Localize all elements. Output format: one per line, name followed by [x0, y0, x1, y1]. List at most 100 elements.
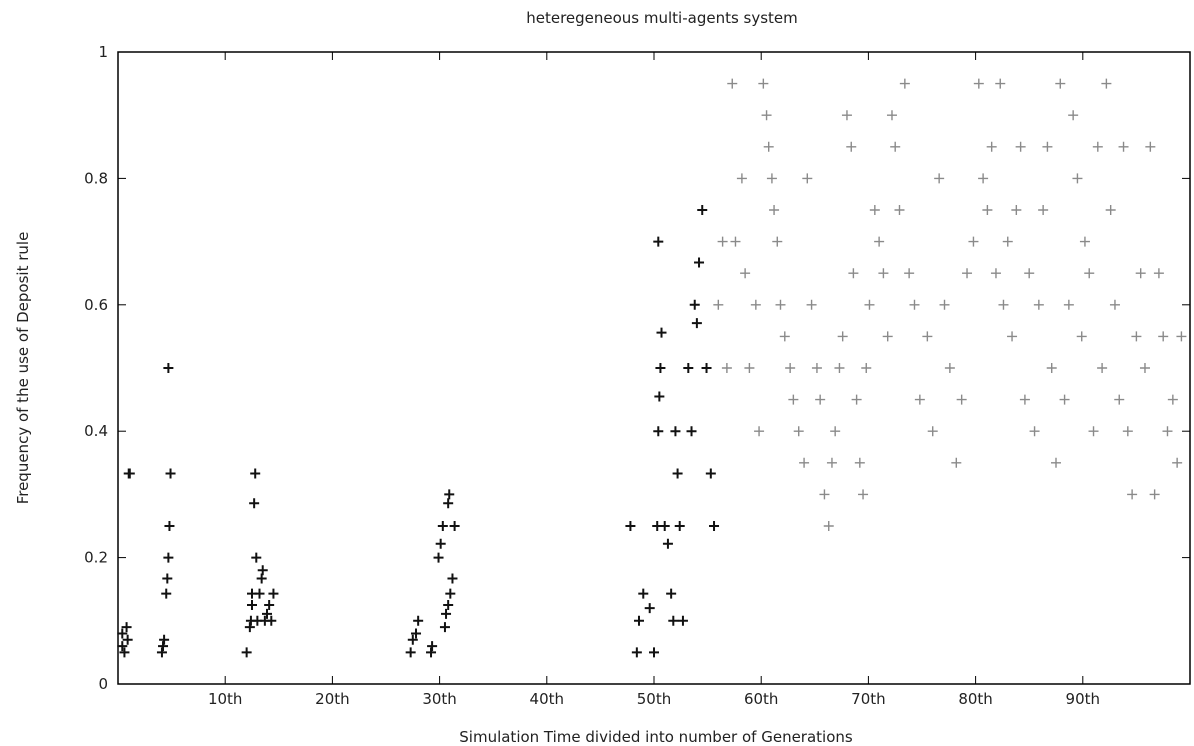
data-point [837, 331, 848, 342]
data-point [257, 565, 268, 576]
data-point [662, 538, 673, 549]
data-point [858, 489, 869, 500]
data-point [815, 394, 826, 405]
data-point [1145, 141, 1156, 152]
data-point [653, 236, 664, 247]
data-point [830, 426, 841, 437]
data-point [1068, 110, 1079, 121]
data-point [1122, 426, 1133, 437]
data-point [405, 647, 416, 658]
data-point [1024, 268, 1035, 279]
data-point [763, 141, 774, 152]
data-point [854, 457, 865, 468]
data-point [1011, 205, 1022, 215]
data-point [441, 608, 452, 619]
data-point [1172, 457, 1183, 468]
data-point [122, 634, 133, 645]
data-point [164, 521, 175, 531]
data-point [878, 268, 889, 279]
data-point [914, 394, 925, 405]
data-point [962, 268, 973, 279]
data-point [444, 489, 455, 500]
data-point [811, 363, 822, 373]
data-point [761, 110, 772, 121]
data-point [758, 78, 769, 89]
data-point [256, 573, 267, 584]
x-axis-label: Simulation Time divided into number of G… [459, 728, 853, 746]
data-point [927, 426, 938, 437]
data-point [124, 468, 135, 479]
data-point [730, 236, 741, 247]
data-point [631, 647, 642, 658]
axis-ticks: 10th 20th 30th 40th 50th 60th 70th 80th 90th 0 0.2… [84, 43, 1190, 708]
data-point [683, 363, 694, 373]
data-point [1015, 141, 1026, 152]
data-point [1105, 205, 1116, 215]
data-point [744, 363, 755, 373]
data-point [713, 299, 724, 310]
y-axis-label: Frequency of the use of Deposit rule [14, 232, 32, 505]
data-point [1055, 78, 1066, 89]
x-tick-label: 10th [208, 690, 242, 708]
data-point [826, 457, 837, 468]
data-point [244, 622, 255, 633]
data-point [788, 394, 799, 405]
data-point [1127, 489, 1138, 500]
data-point [1149, 489, 1160, 500]
data-point [674, 521, 685, 531]
data-point [1007, 331, 1018, 342]
data-point [986, 141, 997, 152]
x-tick-label: 40th [530, 690, 564, 708]
data-point [443, 498, 454, 509]
data-point [1002, 236, 1013, 247]
data-point [162, 573, 173, 584]
data-point [951, 457, 962, 468]
data-point [1109, 299, 1120, 310]
y-tick-label: 0.2 [84, 549, 108, 567]
data-point [754, 426, 765, 437]
x-tick-label: 70th [851, 690, 885, 708]
data-point [721, 363, 732, 373]
plot-frame [117, 51, 1191, 685]
data-point [968, 236, 979, 247]
data-point [433, 552, 444, 563]
data-point [736, 173, 747, 184]
data-point [655, 363, 666, 373]
data-point [705, 468, 716, 479]
data-point [709, 521, 720, 531]
data-point [656, 327, 667, 338]
data-point [262, 608, 273, 619]
data-point [670, 426, 681, 437]
data-point [1158, 331, 1169, 342]
data-point [848, 268, 859, 279]
data-point [625, 521, 636, 531]
data-point [407, 634, 418, 645]
data-point [1084, 268, 1095, 279]
data-point [1079, 236, 1090, 247]
data-point [691, 318, 702, 329]
data-point [846, 141, 857, 152]
data-point [1153, 268, 1164, 279]
data-point [447, 573, 458, 584]
data-point [899, 78, 910, 89]
data-point [439, 622, 450, 633]
data-point [944, 363, 955, 373]
data-point [426, 647, 437, 658]
data-point [990, 268, 1001, 279]
data-point [249, 498, 260, 509]
data-point [163, 552, 174, 563]
data-point [740, 268, 751, 279]
data-point [995, 78, 1006, 89]
data-point [1131, 331, 1142, 342]
data-point [119, 647, 130, 658]
data-point [266, 615, 277, 626]
data-point [1162, 426, 1173, 437]
data-point [413, 615, 424, 626]
data-point [666, 588, 677, 599]
data-point [841, 110, 852, 121]
y-tick-label: 0.4 [84, 422, 108, 440]
y-tick-label: 1 [98, 43, 108, 61]
data-point [1063, 299, 1074, 310]
data-point [158, 641, 169, 652]
data-point [427, 641, 438, 652]
